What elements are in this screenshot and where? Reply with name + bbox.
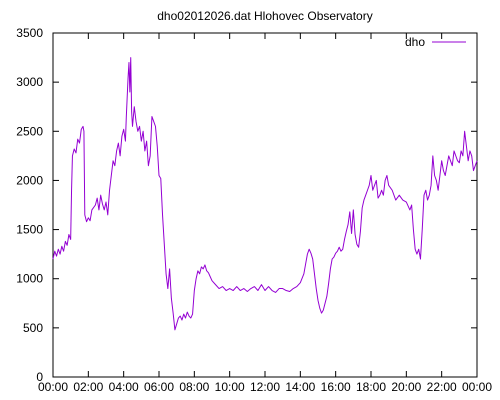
x-tick-label-9: 18:00	[356, 380, 386, 394]
x-tick-label-0: 00:00	[38, 380, 68, 394]
legend-label-dho: dho	[405, 35, 425, 49]
y-tick-label-7: 3500	[16, 26, 43, 40]
series-group	[52, 57, 478, 331]
x-tick-label-8: 16:00	[321, 380, 351, 394]
series-line-dho	[52, 57, 478, 331]
legend: dho	[405, 35, 466, 49]
axis-ticks	[52, 32, 478, 378]
x-tick-label-12: 00:00	[462, 380, 492, 394]
y-tick-label-2: 1000	[16, 272, 43, 286]
x-tick-label-4: 08:00	[179, 380, 209, 394]
y-tick-label-4: 2000	[16, 173, 43, 187]
x-tick-label-11: 22:00	[427, 380, 457, 394]
x-tick-label-7: 14:00	[285, 380, 315, 394]
y-tick-label-5: 2500	[16, 124, 43, 138]
x-tick-label-6: 12:00	[250, 380, 280, 394]
y-tick-label-6: 3000	[16, 75, 43, 89]
x-tick-label-2: 04:00	[109, 380, 139, 394]
plot-frame	[52, 32, 478, 378]
y-tick-label-1: 500	[23, 321, 43, 335]
x-tick-label-1: 02:00	[73, 380, 103, 394]
x-tick-label-10: 20:00	[391, 380, 421, 394]
y-tick-label-3: 1500	[16, 223, 43, 237]
y-tick-label-0: 0	[36, 370, 43, 384]
x-tick-label-5: 10:00	[215, 380, 245, 394]
axis-tick-labels: 00:00 02:00 04:00 06:00 08:00 10:00 12:00 14:00…	[16, 26, 492, 394]
x-tick-label-3: 06:00	[144, 380, 174, 394]
chart-title: dho02012026.dat Hlohovec Observatory	[157, 9, 372, 23]
